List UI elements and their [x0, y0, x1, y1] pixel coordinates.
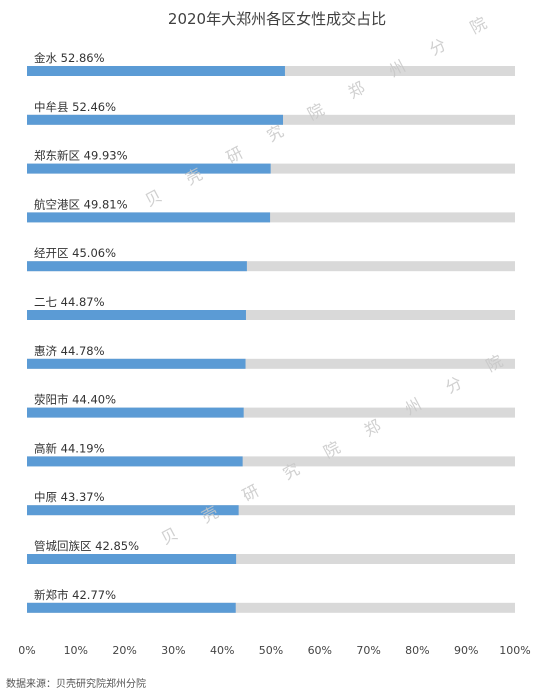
bar-label: 郑东新区 49.93% [34, 149, 128, 163]
x-tick-label: 70% [356, 644, 380, 657]
bar-track [27, 163, 515, 174]
chart-title: 2020年大郑州各区女性成交占比 [167, 10, 387, 28]
x-tick-label: 20% [112, 644, 136, 657]
x-tick-label: 90% [454, 644, 478, 657]
bar-label: 管城回族区 42.85% [34, 539, 139, 553]
bar-track [27, 505, 515, 516]
bar-label: 高新 44.19% [34, 441, 105, 455]
bar-track [27, 554, 515, 564]
x-tick-label: 0% [18, 644, 35, 657]
bar-track [27, 456, 515, 467]
bar [27, 554, 237, 564]
source-note: 数据来源：贝壳研究院郑州分院 [6, 679, 146, 690]
bar-label: 经开区 45.06% [34, 246, 116, 260]
bar [27, 602, 236, 613]
bar-label: 荥阳市 44.40% [34, 393, 116, 407]
bar [27, 66, 285, 76]
x-tick-label: 60% [308, 644, 332, 657]
bar [27, 212, 271, 223]
x-tick-label: 80% [405, 644, 429, 657]
bar-label: 中牟县 52.46% [34, 100, 116, 114]
bar-track [27, 407, 515, 418]
bar-label: 惠济 44.78% [34, 344, 105, 358]
bar-label: 二七 44.87% [34, 295, 105, 309]
x-tick-label: 50% [259, 644, 283, 657]
bar-track [27, 358, 515, 369]
bar-label: 航空港区 49.81% [34, 197, 128, 211]
bar-track [27, 310, 515, 320]
bar [27, 505, 239, 516]
bar-label: 新郑市 42.77% [34, 588, 116, 602]
bar [27, 310, 246, 320]
bar [27, 114, 284, 125]
bar [27, 261, 247, 272]
x-tick-label: 10% [64, 644, 88, 657]
bar [27, 407, 244, 418]
bar-track [27, 212, 515, 223]
bar [27, 358, 246, 369]
bar-label: 中原 43.37% [34, 490, 105, 504]
bar-track [27, 261, 515, 272]
bar [27, 456, 243, 467]
x-tick-label: 100% [499, 644, 530, 657]
x-tick-label: 30% [161, 644, 185, 657]
bar-label: 金水 52.86% [34, 51, 105, 65]
bar-track [27, 602, 515, 613]
x-tick-label: 40% [210, 644, 234, 657]
bar [27, 163, 271, 174]
